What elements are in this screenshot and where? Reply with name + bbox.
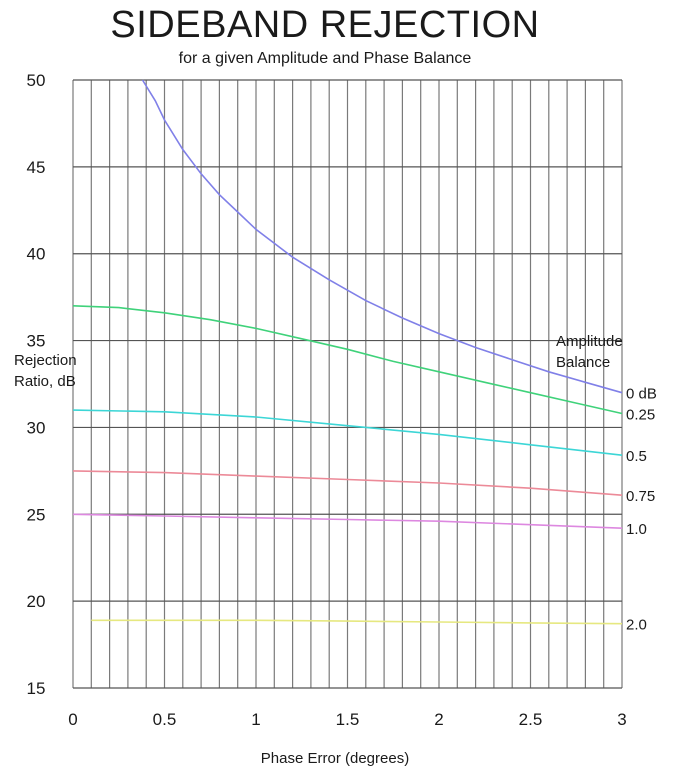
x-tick-label: 3 <box>617 710 626 729</box>
series-line <box>72 470 623 496</box>
series-line <box>72 409 623 456</box>
series-label: 0.25 <box>626 407 655 424</box>
chart-title: SIDEBAND REJECTION <box>110 4 540 46</box>
y-tick-label: 35 <box>27 332 46 351</box>
y-tick-label: 15 <box>27 679 46 698</box>
axis-ticks: 15 20 25 30 35 40 45 50 0 0.5 1 1.5 2 2.5 3 <box>27 71 627 729</box>
x-tick-label: 0.5 <box>153 710 177 729</box>
series-line <box>72 305 623 415</box>
series-labels: 0 dB 0.25 0.5 0.75 1.0 2.0 <box>626 386 657 634</box>
series-label: 0.5 <box>626 448 647 465</box>
y-axis-label-line-2: Ratio, dB <box>14 373 76 390</box>
y-axis-label-line-1: Rejection <box>14 352 77 369</box>
series-label: 2.0 <box>626 617 647 634</box>
y-tick-label: 45 <box>27 158 46 177</box>
chart-subtitle: for a given Amplitude and Phase Balance <box>178 50 472 67</box>
y-tick-label: 30 <box>27 418 46 437</box>
series-lines <box>72 79 623 625</box>
x-tick-label: 2 <box>434 710 443 729</box>
x-tick-label: 1.5 <box>336 710 360 729</box>
y-tick-label: 40 <box>27 245 46 264</box>
y-tick-label: 25 <box>27 505 46 524</box>
series-label: 1.0 <box>626 521 647 538</box>
series-line <box>72 513 623 529</box>
y-tick-label: 20 <box>27 592 46 611</box>
x-tick-label: 0 <box>68 710 77 729</box>
legend-title-line-2: Balance <box>556 354 610 371</box>
y-tick-label: 50 <box>27 71 46 90</box>
legend-title-line-1: Amplitude <box>556 333 623 350</box>
x-tick-label: 1 <box>251 710 260 729</box>
chart-grid <box>72 79 623 689</box>
series-label: 0.75 <box>626 488 655 505</box>
series-label: 0 dB <box>626 386 657 403</box>
series-line <box>91 619 623 625</box>
x-tick-label: 2.5 <box>519 710 543 729</box>
x-axis-label: Phase Error (degrees) <box>261 750 409 767</box>
series-line <box>141 79 623 394</box>
